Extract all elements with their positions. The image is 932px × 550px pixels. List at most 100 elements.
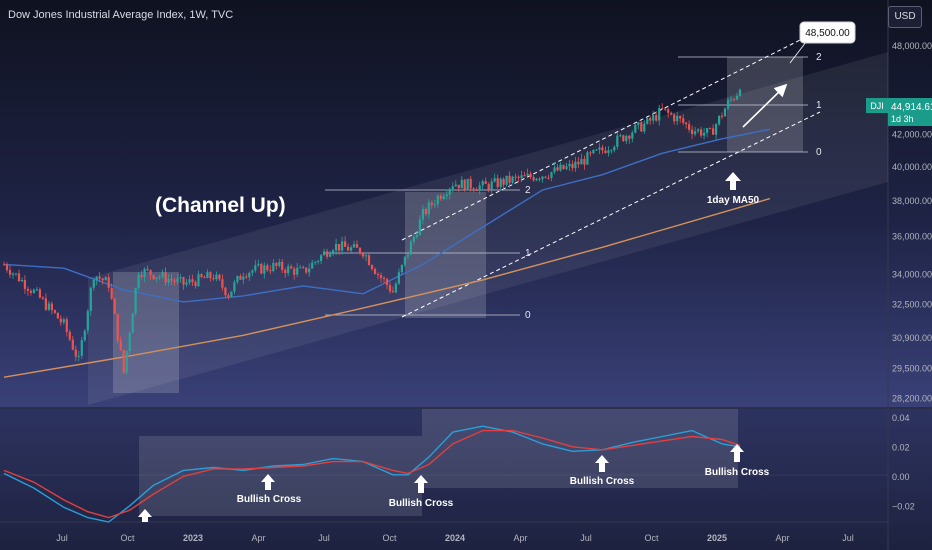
candle xyxy=(173,277,176,286)
candle xyxy=(418,215,421,236)
candle xyxy=(104,275,107,281)
candle xyxy=(350,245,353,253)
macd-highlight-2 xyxy=(422,409,738,488)
time-axis[interactable]: Jul Oct 2023 Apr Jul Oct 2024 Apr Jul Oct 2025 Apr J… xyxy=(56,533,854,543)
bullish-cross-label: Bullish Cross xyxy=(705,467,770,478)
candle xyxy=(338,244,341,255)
candle xyxy=(613,145,616,153)
candle xyxy=(155,277,158,283)
candle xyxy=(200,273,203,279)
candle xyxy=(137,272,140,291)
highlight-box-2[interactable] xyxy=(405,192,486,318)
candle xyxy=(550,171,553,182)
fib-label-1: 1 xyxy=(525,248,531,259)
projection-arrow xyxy=(742,83,788,128)
candlesticks[interactable] xyxy=(2,88,742,375)
up-arrow-icon xyxy=(414,475,428,493)
bullish-cross-1 xyxy=(138,509,152,522)
candle xyxy=(694,126,697,137)
candle xyxy=(218,273,221,281)
current-price-value: 44,914.61 xyxy=(891,102,932,113)
candle xyxy=(158,274,161,281)
candle xyxy=(382,276,386,283)
ma50-callout: 1day MA50 xyxy=(707,172,760,206)
candle xyxy=(472,187,475,193)
candle xyxy=(367,253,371,266)
macd-tick-label: 0.00 xyxy=(892,472,910,482)
macd-lines[interactable] xyxy=(3,425,741,523)
candle xyxy=(475,187,478,192)
candle xyxy=(131,312,134,333)
candle xyxy=(26,286,29,296)
bullish-cross-2: Bullish Cross xyxy=(237,474,302,505)
candle xyxy=(86,309,89,335)
time-tick-label: 2023 xyxy=(183,533,203,543)
candle xyxy=(720,112,724,120)
candle xyxy=(239,273,242,280)
bullish-cross-4: Bullish Cross xyxy=(570,455,635,487)
candle xyxy=(589,150,592,157)
candle xyxy=(191,274,194,286)
candle xyxy=(373,267,377,275)
macd-axis[interactable]: 0.04 0.02 0.00 −0.02 xyxy=(892,413,915,511)
candle xyxy=(652,110,655,125)
candle xyxy=(323,248,326,256)
candle xyxy=(233,279,236,295)
candle xyxy=(595,149,598,151)
candle xyxy=(92,278,95,291)
candle xyxy=(125,350,128,375)
candle xyxy=(487,182,490,193)
candle xyxy=(592,149,595,155)
macd-tick-label: 0.02 xyxy=(892,442,910,452)
candle xyxy=(352,240,356,248)
candle xyxy=(53,309,56,314)
candle xyxy=(182,276,185,290)
candle xyxy=(227,293,230,300)
time-tick-label: Jul xyxy=(318,533,330,543)
candle xyxy=(427,198,430,219)
bullish-cross-3: Bullish Cross xyxy=(389,475,454,509)
candle xyxy=(341,236,344,255)
candle xyxy=(251,269,254,277)
candle xyxy=(358,247,362,256)
candle xyxy=(98,272,101,282)
candle xyxy=(634,123,637,134)
time-tick-label: Apr xyxy=(513,533,527,543)
candle xyxy=(646,117,649,125)
candle xyxy=(170,273,173,286)
candle xyxy=(11,272,15,279)
candle xyxy=(77,351,80,362)
target-price-callout[interactable]: 48,500.00 xyxy=(799,21,856,44)
fib-levels-2023[interactable] xyxy=(325,189,520,316)
candle xyxy=(499,177,502,190)
candle xyxy=(436,194,439,208)
candle xyxy=(442,193,445,201)
price-tick-label: 32,500.00 xyxy=(892,300,932,310)
fib-levels-2024[interactable] xyxy=(678,56,808,153)
candle xyxy=(439,193,442,201)
candle xyxy=(586,151,589,165)
candle xyxy=(568,160,571,171)
candle xyxy=(445,189,448,200)
candle xyxy=(74,345,77,362)
candle xyxy=(649,115,652,125)
candle xyxy=(143,267,146,282)
channel-up-band[interactable] xyxy=(88,52,888,405)
candle xyxy=(209,271,212,282)
candle xyxy=(179,273,182,283)
currency-button[interactable]: USD xyxy=(888,6,922,28)
candle xyxy=(245,273,248,279)
bullish-cross-label: Bullish Cross xyxy=(570,476,635,487)
candle xyxy=(224,286,227,298)
candle xyxy=(670,111,673,116)
candle xyxy=(370,264,374,271)
candle xyxy=(433,200,436,208)
candle xyxy=(676,111,679,126)
price-axis[interactable]: 48,000.00 42,000.00 40,000.00 38,000.00 36,0… xyxy=(892,41,932,403)
candle xyxy=(517,175,520,183)
candle xyxy=(625,134,628,145)
time-tick-label: Jul xyxy=(56,533,68,543)
candle xyxy=(329,250,332,258)
candle xyxy=(709,127,712,130)
